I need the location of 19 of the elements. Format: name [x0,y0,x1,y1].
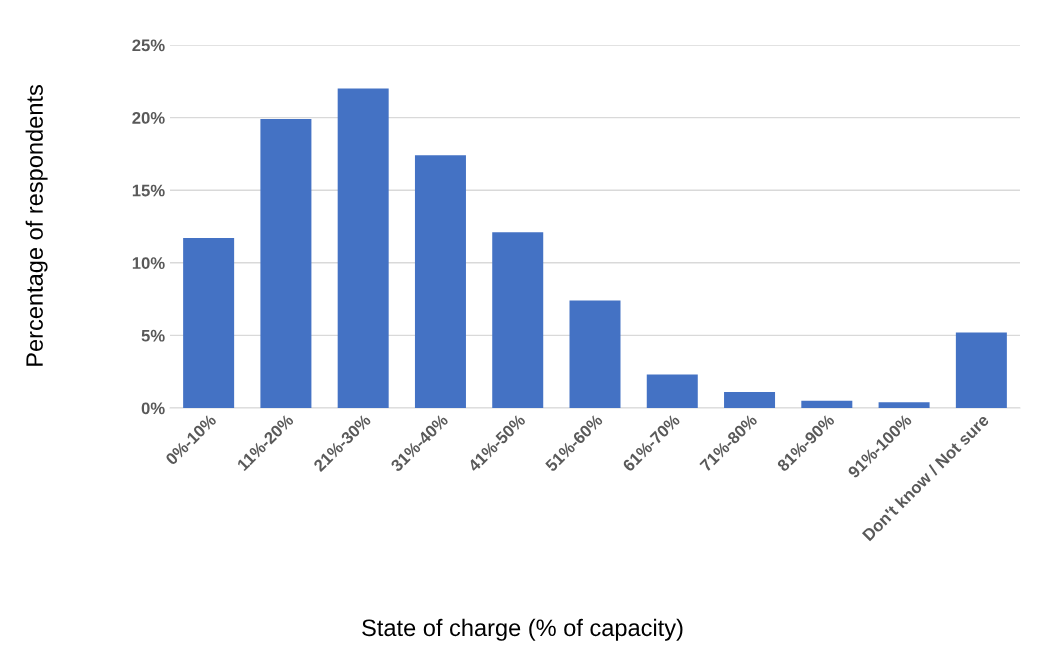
y-tick-label: 0% [141,402,165,415]
bar [801,400,853,408]
y-tick-label: 15% [132,184,165,197]
bar [569,300,621,408]
bar [492,232,544,408]
y-tick-label: 10% [132,257,165,269]
bar [878,402,930,408]
bar [955,332,1007,408]
bar [337,88,389,408]
bar [724,392,776,408]
x-axis-title: State of charge (% of capacity) [362,618,683,641]
y-tick-label: 25% [132,39,165,52]
bar [414,155,466,408]
bar [646,374,698,408]
y-tick-label: 5% [141,329,165,342]
bar [183,238,235,408]
bar [260,119,312,408]
y-tick-label: 20% [132,112,165,124]
y-axis-title: Percentage of respondents [25,85,48,366]
